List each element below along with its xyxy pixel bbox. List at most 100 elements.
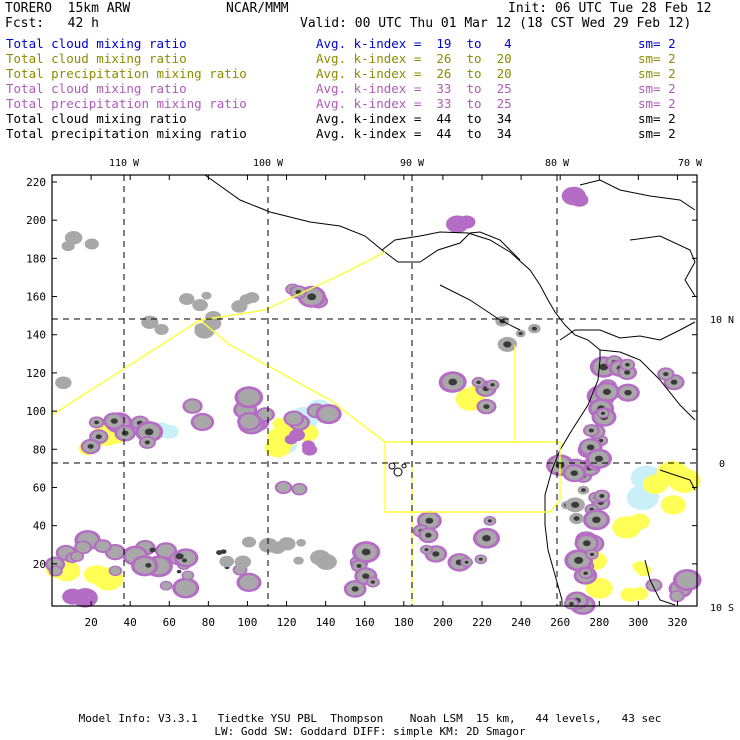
legend-field-name: Total cloud mixing ratio — [6, 111, 187, 126]
cloud-patch-purple — [458, 215, 476, 229]
model-info-line2: LW: Godd SW: Goddard DIFF: simple KM: 2D… — [214, 725, 526, 738]
cloud-patch-purple — [72, 588, 98, 608]
legend-smoothing: sm= 2 — [638, 96, 676, 111]
cloud-core-dark — [602, 388, 611, 395]
analysis-region-outline — [51, 251, 561, 603]
legend-field-name: Total cloud mixing ratio — [6, 36, 187, 51]
cloud-core-dark — [503, 341, 512, 348]
model-info-line1: Model Info: V3.3.1 Tiedtke YSU PBL Thomp… — [78, 712, 662, 725]
cloud-core-dark — [220, 549, 227, 554]
cloud-core-dark — [569, 601, 574, 606]
cloud-patch-yellow — [614, 518, 629, 530]
cloud-patch-grey — [240, 414, 259, 429]
cloud-core-dark — [483, 404, 490, 410]
cloud-patch-grey — [239, 575, 259, 590]
cloud-core-dark — [432, 551, 440, 557]
legend-k-index-range: Avg. k-index = 33 to 25 — [316, 96, 512, 111]
cloud-core-dark — [145, 563, 152, 568]
legend-smoothing: sm= 2 — [638, 81, 676, 96]
cloud-core-dark — [370, 580, 376, 584]
legend-k-index-range: Avg. k-index = 26 to 20 — [316, 51, 512, 66]
cloud-core-dark — [599, 493, 605, 498]
legend-row: Total cloud mixing ratio Avg. k-index = 4… — [6, 111, 726, 126]
forecast-hour: Fcst: 42 h — [5, 16, 99, 31]
legend-row: Total cloud mixing ratio Avg. k-index = 3… — [6, 81, 726, 96]
cloud-core-dark — [594, 455, 603, 462]
legend-field-name: Total precipitation mixing ratio — [6, 126, 247, 141]
cloud-patch-grey — [107, 546, 124, 559]
cloud-core-dark — [94, 420, 100, 425]
legend-smoothing: sm= 2 — [638, 126, 676, 141]
cloud-patch-grey — [55, 376, 72, 390]
y-tick-label: 180 — [26, 252, 46, 265]
cloud-patch-purple — [301, 440, 315, 451]
x-tick-label: 20 — [84, 616, 97, 629]
cloud-core-dark — [425, 532, 432, 538]
cloud-core-dark — [624, 389, 632, 396]
cloud-patch-grey — [134, 557, 155, 574]
cloud-patch-grey — [192, 300, 203, 309]
legend-field-name: Total precipitation mixing ratio — [6, 66, 247, 81]
y-tick-label: 100 — [26, 405, 46, 418]
cloud-patch-grey — [154, 324, 169, 335]
y-tick-label: 200 — [26, 214, 46, 227]
legend-field-name: Total precipitation mixing ratio — [6, 96, 247, 111]
x-tick-label: 300 — [628, 616, 648, 629]
x-tick-label: 140 — [316, 616, 336, 629]
cloud-core-dark — [176, 569, 182, 574]
cloud-core-dark — [478, 557, 483, 561]
cloud-core-dark — [144, 428, 154, 436]
x-tick-label: 100 — [238, 616, 258, 629]
cloud-core-dark — [599, 363, 609, 371]
cloud-core-dark — [424, 548, 429, 552]
cloud-core-dark — [589, 552, 595, 557]
y-tick-label: 20 — [33, 558, 46, 571]
cloud-core-dark — [580, 488, 586, 492]
y-tick-label: 220 — [26, 176, 46, 189]
legend-row: Total precipitation mixing ratio Avg. k-i… — [6, 126, 726, 141]
legend-row: Total precipitation mixing ratio Avg. k-i… — [6, 66, 726, 81]
y-tick-label: 140 — [26, 329, 46, 342]
galapagos-islands — [388, 462, 407, 477]
cloud-patch-grey — [71, 552, 83, 561]
cloud-patch-yellow — [660, 495, 686, 515]
legend-row: Total cloud mixing ratio Avg. k-index = 2… — [6, 51, 726, 66]
y-tick-label: 40 — [33, 520, 46, 533]
longitude-label: 110 W — [109, 158, 140, 169]
cloud-patch-grey — [671, 591, 683, 601]
cloud-core-dark — [361, 548, 371, 556]
cloud-patch-purple — [570, 192, 589, 207]
cloud-patch-grey — [201, 291, 212, 300]
cloud-patch-yellow — [585, 577, 613, 599]
cloud-core-dark — [518, 331, 523, 336]
cloud-core-dark — [570, 470, 578, 476]
legend-k-index-range: Avg. k-index = 44 to 34 — [316, 126, 512, 141]
cloud-patch-grey — [258, 537, 279, 553]
cloud-core-dark — [490, 383, 495, 387]
cloud-patch-yellow — [631, 587, 649, 601]
legend-smoothing: sm= 2 — [638, 66, 676, 81]
model-title: TORERO 15km ARW — [5, 1, 131, 16]
x-tick-label: 200 — [433, 616, 453, 629]
map-frame — [51, 174, 698, 607]
legend-smoothing: sm= 2 — [638, 36, 676, 51]
cloud-patch-grey — [258, 409, 273, 421]
legend-field-name: Total cloud mixing ratio — [6, 51, 187, 66]
cloud-patch-grey — [241, 536, 257, 548]
cloud-core-dark — [110, 418, 118, 424]
cloud-patch-grey — [293, 556, 304, 565]
legend-row: Total precipitation mixing ratio Avg. k-i… — [6, 96, 726, 111]
cloud-core-dark — [571, 501, 580, 508]
cloud-patch-yellow — [632, 561, 648, 573]
x-tick-label: 60 — [163, 616, 176, 629]
cloud-core-dark — [588, 428, 594, 433]
y-tick-label: 80 — [33, 443, 46, 456]
cloud-core-dark — [307, 293, 317, 301]
cloud-core-dark — [531, 326, 538, 331]
cloud-patch-grey — [276, 482, 291, 493]
x-tick-label: 220 — [472, 616, 492, 629]
legend-smoothing: sm= 2 — [638, 51, 676, 66]
cloud-patch-grey — [676, 571, 698, 589]
cloud-core-dark — [362, 573, 370, 579]
cloud-patch-grey — [61, 241, 75, 252]
